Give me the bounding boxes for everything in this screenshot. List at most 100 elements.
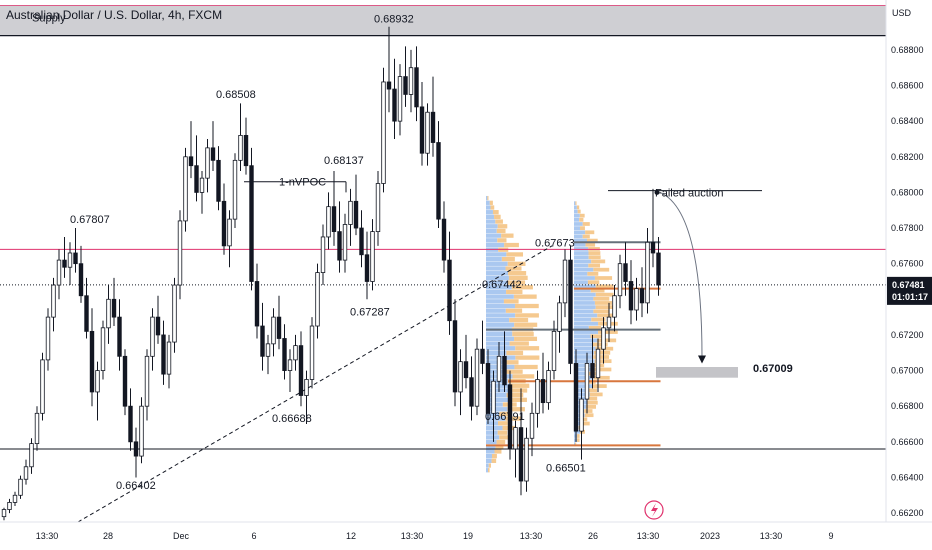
volume-profile-bar-orange	[497, 430, 508, 435]
volume-profile-bar-orange	[594, 367, 612, 372]
candle-body-down	[276, 316, 282, 339]
candle	[73, 228, 78, 273]
volume-profile-bar-blue	[486, 299, 504, 304]
x-tick-label: 12	[346, 531, 356, 541]
volume-profile-bar-orange	[592, 384, 607, 388]
candle-body-up	[23, 466, 29, 480]
candle	[403, 46, 408, 107]
lightning-bolt-icon	[651, 503, 658, 517]
annotation-label-0: 0.68932	[374, 13, 414, 25]
candle-body-down	[452, 320, 458, 393]
candle-body-down	[650, 241, 656, 254]
candle	[144, 349, 150, 421]
candle	[238, 103, 243, 172]
volume-profile-bar-orange	[487, 468, 490, 473]
volume-profile-bar-orange	[506, 252, 524, 257]
candle	[502, 331, 507, 392]
volume-profile-bar-orange	[488, 463, 491, 468]
volume-profile-bar-blue	[486, 350, 507, 356]
candle-body-down	[656, 252, 661, 286]
projection-arrow-head	[698, 355, 706, 364]
candle	[232, 153, 238, 229]
volume-profile-bar-blue	[574, 242, 586, 247]
candle	[546, 361, 551, 410]
volume-profile-bar-blue	[486, 285, 512, 290]
volume-profile-bar-orange	[588, 326, 601, 330]
candle-body-up	[199, 177, 205, 193]
candle-body-up	[139, 405, 144, 457]
volume-profile-bar-blue	[486, 439, 497, 445]
candle-body-up	[67, 252, 73, 268]
volume-profile-bar-orange	[505, 416, 522, 421]
volume-profile-bar-orange	[499, 435, 510, 440]
volume-profile-bar-orange	[495, 444, 504, 449]
volume-profile-bar-blue	[486, 252, 507, 257]
annotation-label-1: 0.68508	[216, 89, 256, 101]
volume-profile-bar-blue	[486, 261, 508, 266]
annotation-label-3: 0.67807	[70, 214, 110, 226]
volume-profile-bar-blue	[486, 313, 516, 318]
candle	[447, 231, 452, 335]
candle	[51, 277, 56, 332]
volume-profile-bar-blue	[574, 288, 591, 293]
candle	[12, 491, 18, 506]
y-tick-label: 0.67600	[891, 259, 924, 269]
volume-profile-bar-orange	[588, 255, 601, 260]
y-tick-label: 0.66200	[891, 508, 924, 518]
candle-body-up	[45, 316, 51, 361]
candle	[562, 249, 568, 318]
last-price-value: 0.67481	[892, 280, 925, 290]
volume-profile-bar-blue	[574, 396, 587, 401]
candle	[414, 46, 419, 122]
volume-profile-bar-orange	[593, 309, 610, 314]
candle-body-up	[634, 288, 639, 311]
volume-profile-bar-blue	[486, 388, 509, 393]
annotation-label-11: 0.66402	[116, 480, 156, 492]
candle	[480, 320, 485, 375]
candle-body-up	[18, 478, 23, 496]
volume-profile-bar-orange	[593, 350, 611, 355]
candle-body-down	[419, 106, 425, 154]
volume-profile-bar-orange	[589, 392, 603, 397]
candle-body-up	[557, 302, 562, 332]
y-tick-label: 0.67200	[891, 330, 924, 340]
candle	[425, 103, 430, 166]
volume-profile-bar-blue	[486, 430, 498, 435]
candle	[419, 81, 425, 166]
candle-body-up	[425, 111, 430, 154]
candle	[370, 219, 375, 291]
candle	[106, 285, 111, 344]
candle	[100, 320, 106, 380]
volume-profile-bar-blue	[574, 234, 583, 239]
candle-body-down	[441, 218, 447, 261]
candle-body-up	[238, 134, 243, 161]
candle	[397, 64, 403, 136]
candle	[601, 317, 606, 364]
countdown-value: 01:01:17	[892, 292, 928, 302]
candle-body-up	[51, 284, 56, 318]
candle	[573, 349, 579, 442]
volume-profile-bar-blue	[574, 409, 585, 413]
candle	[463, 334, 469, 389]
volume-profile-bar-blue	[486, 407, 508, 412]
annotation-label-8: 0.67009	[753, 363, 793, 375]
volume-profile-bar-blue	[486, 219, 496, 224]
candle-body-down	[590, 363, 595, 379]
volume-profile-bar-blue	[574, 267, 594, 272]
volume-profile-bar-orange	[492, 210, 499, 215]
volume-profile-bar-blue	[486, 468, 488, 473]
candle-body-up	[551, 330, 557, 371]
annotation-label-13: Failed auction	[655, 187, 724, 199]
volume-profile-bar-orange	[512, 332, 534, 337]
volume-profile-bar-orange	[503, 299, 519, 304]
volume-profile-bar-orange	[582, 234, 590, 239]
volume-profile-bar-orange	[509, 383, 530, 388]
volume-profile-bar-orange	[591, 317, 606, 322]
trend-line-dashed	[77, 245, 553, 523]
candle-body-up	[496, 355, 502, 382]
candle	[293, 334, 298, 371]
candle-body-up	[56, 259, 62, 286]
chart-title: Australian Dollar / U.S. Dollar, 4h, FXC…	[6, 8, 222, 22]
volume-profile-bar-blue	[486, 397, 509, 402]
